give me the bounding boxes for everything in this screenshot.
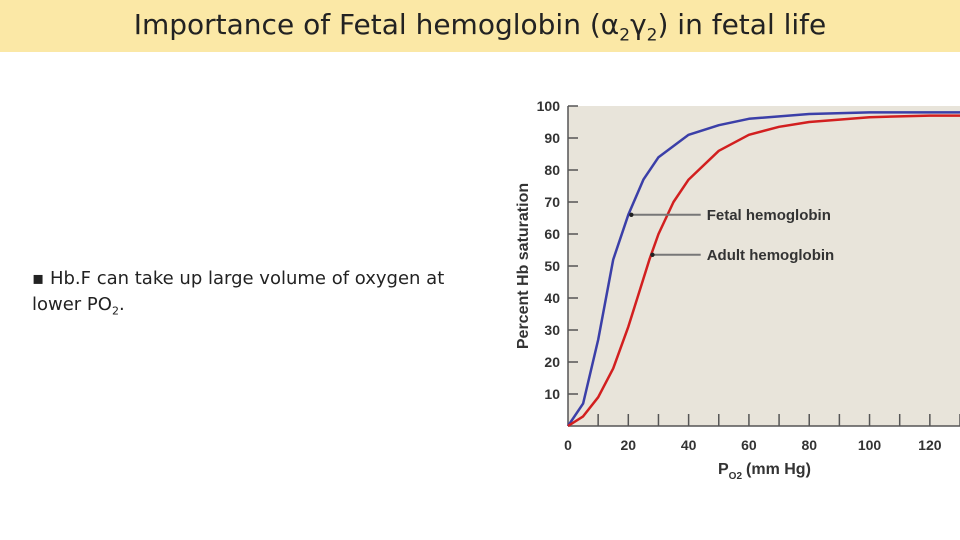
annotations: Fetal hemoglobin Adult hemoglobin — [629, 207, 834, 264]
y-axis-label: Percent Hb saturation — [515, 183, 532, 349]
title-gamma: γ — [630, 8, 647, 41]
title-main: Importance of Fetal hemoglobin (α — [133, 8, 620, 41]
annotation-label: Adult hemoglobin — [707, 247, 834, 264]
y-ticks: 10 20 30 40 50 60 70 80 90 100 — [537, 98, 578, 402]
plot-area — [568, 106, 960, 426]
title-sub-alpha: 2 — [619, 25, 631, 46]
bullet-text: Hb.F can take up large volume of oxygen … — [32, 268, 445, 315]
annotation-dot — [650, 252, 655, 257]
y-tick-label: 50 — [544, 258, 560, 274]
x-tick-label: 60 — [741, 437, 757, 453]
x-axis-label-sub: O2 — [729, 471, 743, 482]
series-line — [566, 111, 960, 427]
bullet-point: ▪ Hb.F can take up large volume of oxyge… — [32, 266, 492, 325]
x-tick-label: 40 — [681, 437, 697, 453]
series-line — [567, 114, 960, 428]
series-lines — [566, 111, 960, 428]
y-tick-label: 90 — [544, 130, 560, 146]
y-tick-label: 30 — [544, 322, 560, 338]
y-tick-label: 20 — [544, 354, 560, 370]
title-sub-gamma: 2 — [646, 25, 658, 46]
y-tick-label: 60 — [544, 226, 560, 242]
y-tick-label: 70 — [544, 194, 560, 210]
oxygen-dissociation-chart: 10 20 30 40 50 60 70 80 90 100 0 20 40 60 80 100 120 Fe… — [515, 98, 960, 482]
annotation-label: Fetal hemoglobin — [707, 207, 831, 224]
bullet-marker: ▪ — [32, 268, 45, 289]
x-tick-label: 120 — [918, 437, 942, 453]
y-tick-label: 100 — [537, 98, 561, 114]
annotation-dot — [629, 212, 634, 217]
y-tick-label: 10 — [544, 386, 560, 402]
slide-title: Importance of Fetal hemoglobin (α2γ2) in… — [0, 8, 960, 46]
x-axis-label: PO2 (mm Hg) — [718, 461, 811, 482]
bullet-sub: 2 — [111, 304, 119, 318]
bullet-end: . — [118, 294, 125, 315]
x-axis-label-p: P — [718, 461, 729, 478]
x-tick-label: 80 — [801, 437, 817, 453]
x-tick-label: 20 — [621, 437, 637, 453]
x-tick-label: 0 — [564, 437, 572, 453]
x-tick-label: 100 — [858, 437, 882, 453]
y-tick-label: 40 — [544, 290, 560, 306]
x-ticks: 0 20 40 60 80 100 120 — [564, 414, 960, 453]
title-end: ) in fetal life — [657, 8, 827, 41]
title-bar — [0, 0, 960, 52]
x-axis-label-unit: (mm Hg) — [746, 461, 811, 478]
y-tick-label: 80 — [544, 162, 560, 178]
